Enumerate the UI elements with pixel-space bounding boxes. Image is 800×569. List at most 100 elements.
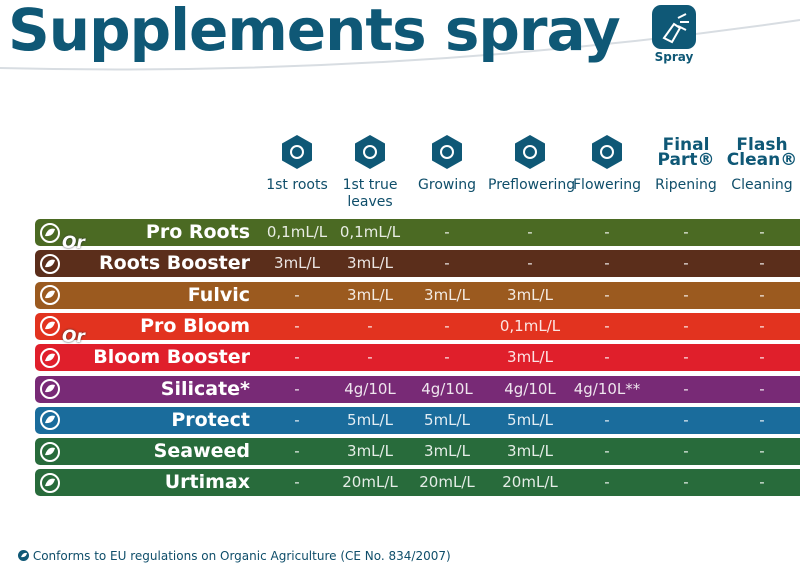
stage-icon	[282, 135, 312, 169]
row-name: Roots Booster	[99, 252, 250, 275]
cell: -	[604, 223, 610, 241]
column-label: 1st roots	[266, 177, 328, 193]
footnote-text: Conforms to EU regulations on Organic Ag…	[32, 549, 451, 563]
cell: -	[604, 473, 610, 492]
cell: -	[294, 285, 300, 304]
cell: -	[683, 254, 689, 273]
column-label: Cleaning	[731, 177, 793, 193]
cell: 3mL/L	[507, 348, 553, 367]
cell: 3mL/L	[347, 285, 393, 304]
table-row: Roots Booster 3mL/L 3mL/L - - - - -	[35, 250, 800, 278]
stage-icon	[515, 135, 545, 169]
cell: -	[294, 379, 300, 398]
cell: -	[759, 410, 765, 429]
icon-label: Spray	[654, 50, 694, 64]
cell: 20mL/L	[342, 473, 398, 492]
cell: -	[683, 379, 689, 398]
organic-icon	[40, 441, 60, 462]
cell: -	[683, 285, 689, 304]
cell: -	[604, 316, 610, 335]
cell: -	[604, 348, 610, 367]
table-row: Pro Roots 0,1mL/L 0,1mL/L - - - - -	[35, 219, 800, 246]
row-name: Seaweed	[153, 440, 250, 463]
cell: -	[683, 223, 689, 241]
row-name: Pro Roots	[145, 221, 250, 243]
column-brand: Flash Clean®	[726, 135, 798, 170]
row-name: Protect	[171, 408, 250, 431]
column-label: Growing	[418, 177, 476, 193]
cell: -	[604, 410, 610, 429]
cell: -	[759, 316, 765, 335]
cell: -	[294, 473, 300, 492]
cell: -	[759, 473, 765, 492]
cell: 0,1mL/L	[266, 223, 328, 241]
cell: 4g/10L**	[573, 379, 641, 398]
column-label: Preflowering	[488, 177, 576, 193]
organic-icon	[40, 222, 60, 243]
cell: 0,1mL/L	[339, 223, 401, 241]
cell: 0,1mL/L	[499, 316, 561, 335]
table-row: Silicate* - 4g/10L 4g/10L 4g/10L 4g/10L** - -	[35, 375, 800, 403]
table-row: Seaweed - 3mL/L 3mL/L 3mL/L - - -	[35, 438, 800, 466]
cell: 3mL/L	[424, 442, 470, 461]
cell: -	[294, 348, 300, 367]
column-label: 1st true leaves	[342, 177, 398, 210]
cell: 3mL/L	[274, 254, 320, 273]
cell: -	[759, 223, 765, 241]
cell: 20mL/L	[419, 473, 475, 492]
cell: -	[527, 223, 533, 241]
cell: -	[683, 410, 689, 429]
organic-icon	[18, 550, 29, 561]
table-row: Pro Bloom - - - 0,1mL/L - - -	[35, 312, 800, 340]
cell: -	[294, 442, 300, 461]
cell: 3mL/L	[507, 285, 553, 304]
organic-icon	[40, 379, 60, 399]
or-connector: Or	[62, 326, 85, 347]
cell: 3mL/L	[507, 442, 553, 461]
cell: -	[683, 473, 689, 492]
table-row: Bloom Booster - - - 3mL/L - - -	[35, 344, 800, 372]
or-connector: Or	[62, 233, 85, 253]
cell: -	[367, 348, 373, 367]
row-name: Urtimax	[164, 471, 250, 494]
stage-icon	[432, 135, 462, 169]
organic-icon	[40, 285, 60, 306]
cell: 5mL/L	[507, 410, 553, 429]
cell: -	[683, 316, 689, 335]
cell: -	[444, 223, 450, 241]
cell: -	[444, 348, 450, 367]
cell: -	[604, 254, 610, 273]
title: Supplements spray	[8, 0, 621, 64]
cell: -	[759, 348, 765, 367]
organic-icon	[40, 347, 60, 368]
stage-icon	[355, 135, 385, 169]
cell: 5mL/L	[424, 410, 470, 429]
cell: -	[759, 379, 765, 398]
column-label: Ripening	[655, 177, 717, 193]
cell: -	[294, 316, 300, 335]
cell: -	[444, 254, 450, 273]
cell: 5mL/L	[347, 410, 393, 429]
row-name: Silicate*	[160, 377, 250, 400]
cell: -	[683, 442, 689, 461]
cell: 4g/10L	[421, 379, 473, 398]
cell: 4g/10L	[344, 379, 396, 398]
table-row: Protect - 5mL/L 5mL/L 5mL/L - - -	[35, 406, 800, 434]
organic-icon	[40, 316, 60, 337]
cell: 20mL/L	[502, 473, 558, 492]
cell: -	[759, 254, 765, 273]
cell: -	[759, 285, 765, 304]
organic-icon	[40, 472, 60, 493]
title-decoration	[0, 5, 800, 71]
row-name: Fulvic	[187, 283, 250, 306]
cell: -	[683, 348, 689, 367]
cell: 4g/10L	[504, 379, 556, 398]
column-label: Flowering	[573, 177, 641, 193]
cell: -	[604, 442, 610, 461]
cell: -	[294, 410, 300, 429]
cell: -	[604, 285, 610, 304]
cell: 3mL/L	[347, 254, 393, 273]
stage-icon	[592, 135, 622, 169]
row-name: Pro Bloom	[140, 314, 250, 337]
row-name: Bloom Booster	[93, 346, 250, 369]
